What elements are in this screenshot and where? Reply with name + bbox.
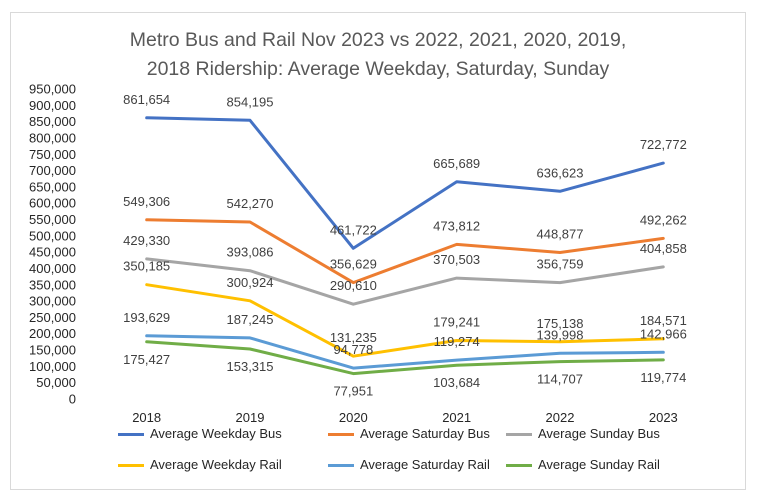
legend-label: Average Saturday Rail [360, 457, 490, 472]
legend-label: Average Weekday Bus [150, 426, 282, 441]
legend-label: Average Saturday Bus [360, 426, 490, 441]
chart-area [10, 12, 746, 490]
series-line-average-sunday-rail [145, 340, 665, 376]
data-label: 114,707 [537, 372, 583, 387]
data-label: 393,086 [227, 245, 274, 260]
data-label: 290,610 [330, 278, 377, 293]
data-label: 187,245 [227, 312, 274, 327]
data-label: 139,998 [537, 327, 584, 342]
data-label: 461,722 [330, 222, 377, 237]
data-label: 142,966 [640, 326, 687, 341]
data-label: 119,274 [434, 334, 480, 349]
data-label: 179,241 [433, 315, 480, 330]
legend-swatch [118, 433, 144, 437]
legend-item: Average Weekday Bus [118, 426, 282, 441]
data-label: 175,138 [537, 316, 584, 331]
chart-title: Metro Bus and Rail Nov 2023 vs 2022, 202… [10, 26, 746, 84]
data-label: 448,877 [537, 227, 584, 242]
data-label: 356,629 [330, 257, 377, 272]
data-label: 184,571 [640, 313, 687, 328]
data-label: 854,195 [227, 94, 274, 109]
y-tick-label: 650,000 [29, 179, 76, 194]
y-tick-label: 850,000 [29, 114, 76, 129]
legend-item: Average Saturday Rail [328, 457, 490, 472]
data-label: 429,330 [123, 233, 170, 248]
legend-item: Average Saturday Bus [328, 426, 490, 441]
data-label: 356,759 [537, 257, 584, 272]
y-tick-label: 950,000 [29, 82, 76, 97]
y-tick-label: 600,000 [29, 196, 76, 211]
data-label: 131,235 [330, 330, 377, 345]
y-tick-label: 500,000 [29, 228, 76, 243]
data-label: 861,654 [123, 92, 170, 107]
data-label: 94,778 [333, 342, 373, 357]
y-tick-label: 50,000 [36, 375, 76, 390]
data-label: 77,951 [333, 384, 373, 399]
data-label: 103,684 [433, 375, 480, 390]
data-label: 665,689 [433, 156, 480, 171]
data-label: 404,858 [640, 241, 687, 256]
y-tick-label: 400,000 [29, 261, 76, 276]
y-tick-label: 100,000 [29, 359, 76, 374]
x-tick-label: 2023 [649, 410, 678, 425]
x-tick-label: 2021 [442, 410, 471, 425]
legend-swatch [506, 464, 532, 468]
data-label: 473,812 [433, 218, 480, 233]
legend-label: Average Weekday Rail [150, 457, 282, 472]
y-tick-label: 250,000 [29, 310, 76, 325]
data-label: 370,503 [433, 252, 480, 267]
chart-title-line-2: 2018 Ridership: Average Weekday, Saturda… [146, 58, 610, 80]
y-tick-label: 900,000 [29, 98, 76, 113]
data-label: 175,427 [123, 352, 170, 367]
data-label: 636,623 [537, 165, 584, 180]
y-tick-label: 300,000 [29, 294, 76, 309]
data-label: 549,306 [123, 194, 170, 209]
data-label: 119,774 [640, 370, 686, 385]
legend-item: Average Weekday Rail [118, 457, 282, 472]
series-line-average-sunday-bus [145, 257, 665, 306]
y-tick-label: 700,000 [29, 163, 76, 178]
data-label: 542,270 [227, 196, 274, 211]
y-tick-label: 750,000 [29, 147, 76, 162]
data-label: 350,185 [123, 259, 170, 274]
legend-swatch [328, 464, 354, 468]
legend-label: Average Sunday Rail [538, 457, 660, 472]
legend-swatch [506, 433, 532, 437]
legend-swatch [328, 433, 354, 437]
y-tick-label: 200,000 [29, 326, 76, 341]
data-label: 722,772 [640, 137, 687, 152]
y-tick-label: 0 [69, 392, 76, 407]
x-tick-label: 2019 [236, 410, 265, 425]
x-tick-label: 2022 [546, 410, 575, 425]
data-label: 193,629 [123, 310, 170, 325]
data-label: 153,315 [227, 359, 274, 374]
legend-item: Average Sunday Rail [506, 457, 660, 472]
y-tick-label: 150,000 [29, 343, 76, 358]
legend-swatch [118, 464, 144, 468]
legend-item: Average Sunday Bus [506, 426, 660, 441]
data-label: 492,262 [640, 212, 687, 227]
x-tick-label: 2020 [339, 410, 368, 425]
series-line-average-weekday-bus [145, 116, 665, 250]
series-line-average-saturday-rail [145, 334, 665, 370]
x-tick-label: 2018 [132, 410, 161, 425]
data-label: 300,924 [227, 275, 274, 290]
chart-title-line-1: Metro Bus and Rail Nov 2023 vs 2022, 202… [129, 29, 627, 51]
series-line-average-saturday-bus [145, 218, 665, 285]
y-tick-label: 550,000 [29, 212, 76, 227]
series-line-average-weekday-rail [145, 283, 665, 358]
y-tick-label: 450,000 [29, 245, 76, 260]
y-tick-label: 350,000 [29, 277, 76, 292]
legend-label: Average Sunday Bus [538, 426, 660, 441]
y-tick-label: 800,000 [29, 130, 76, 145]
